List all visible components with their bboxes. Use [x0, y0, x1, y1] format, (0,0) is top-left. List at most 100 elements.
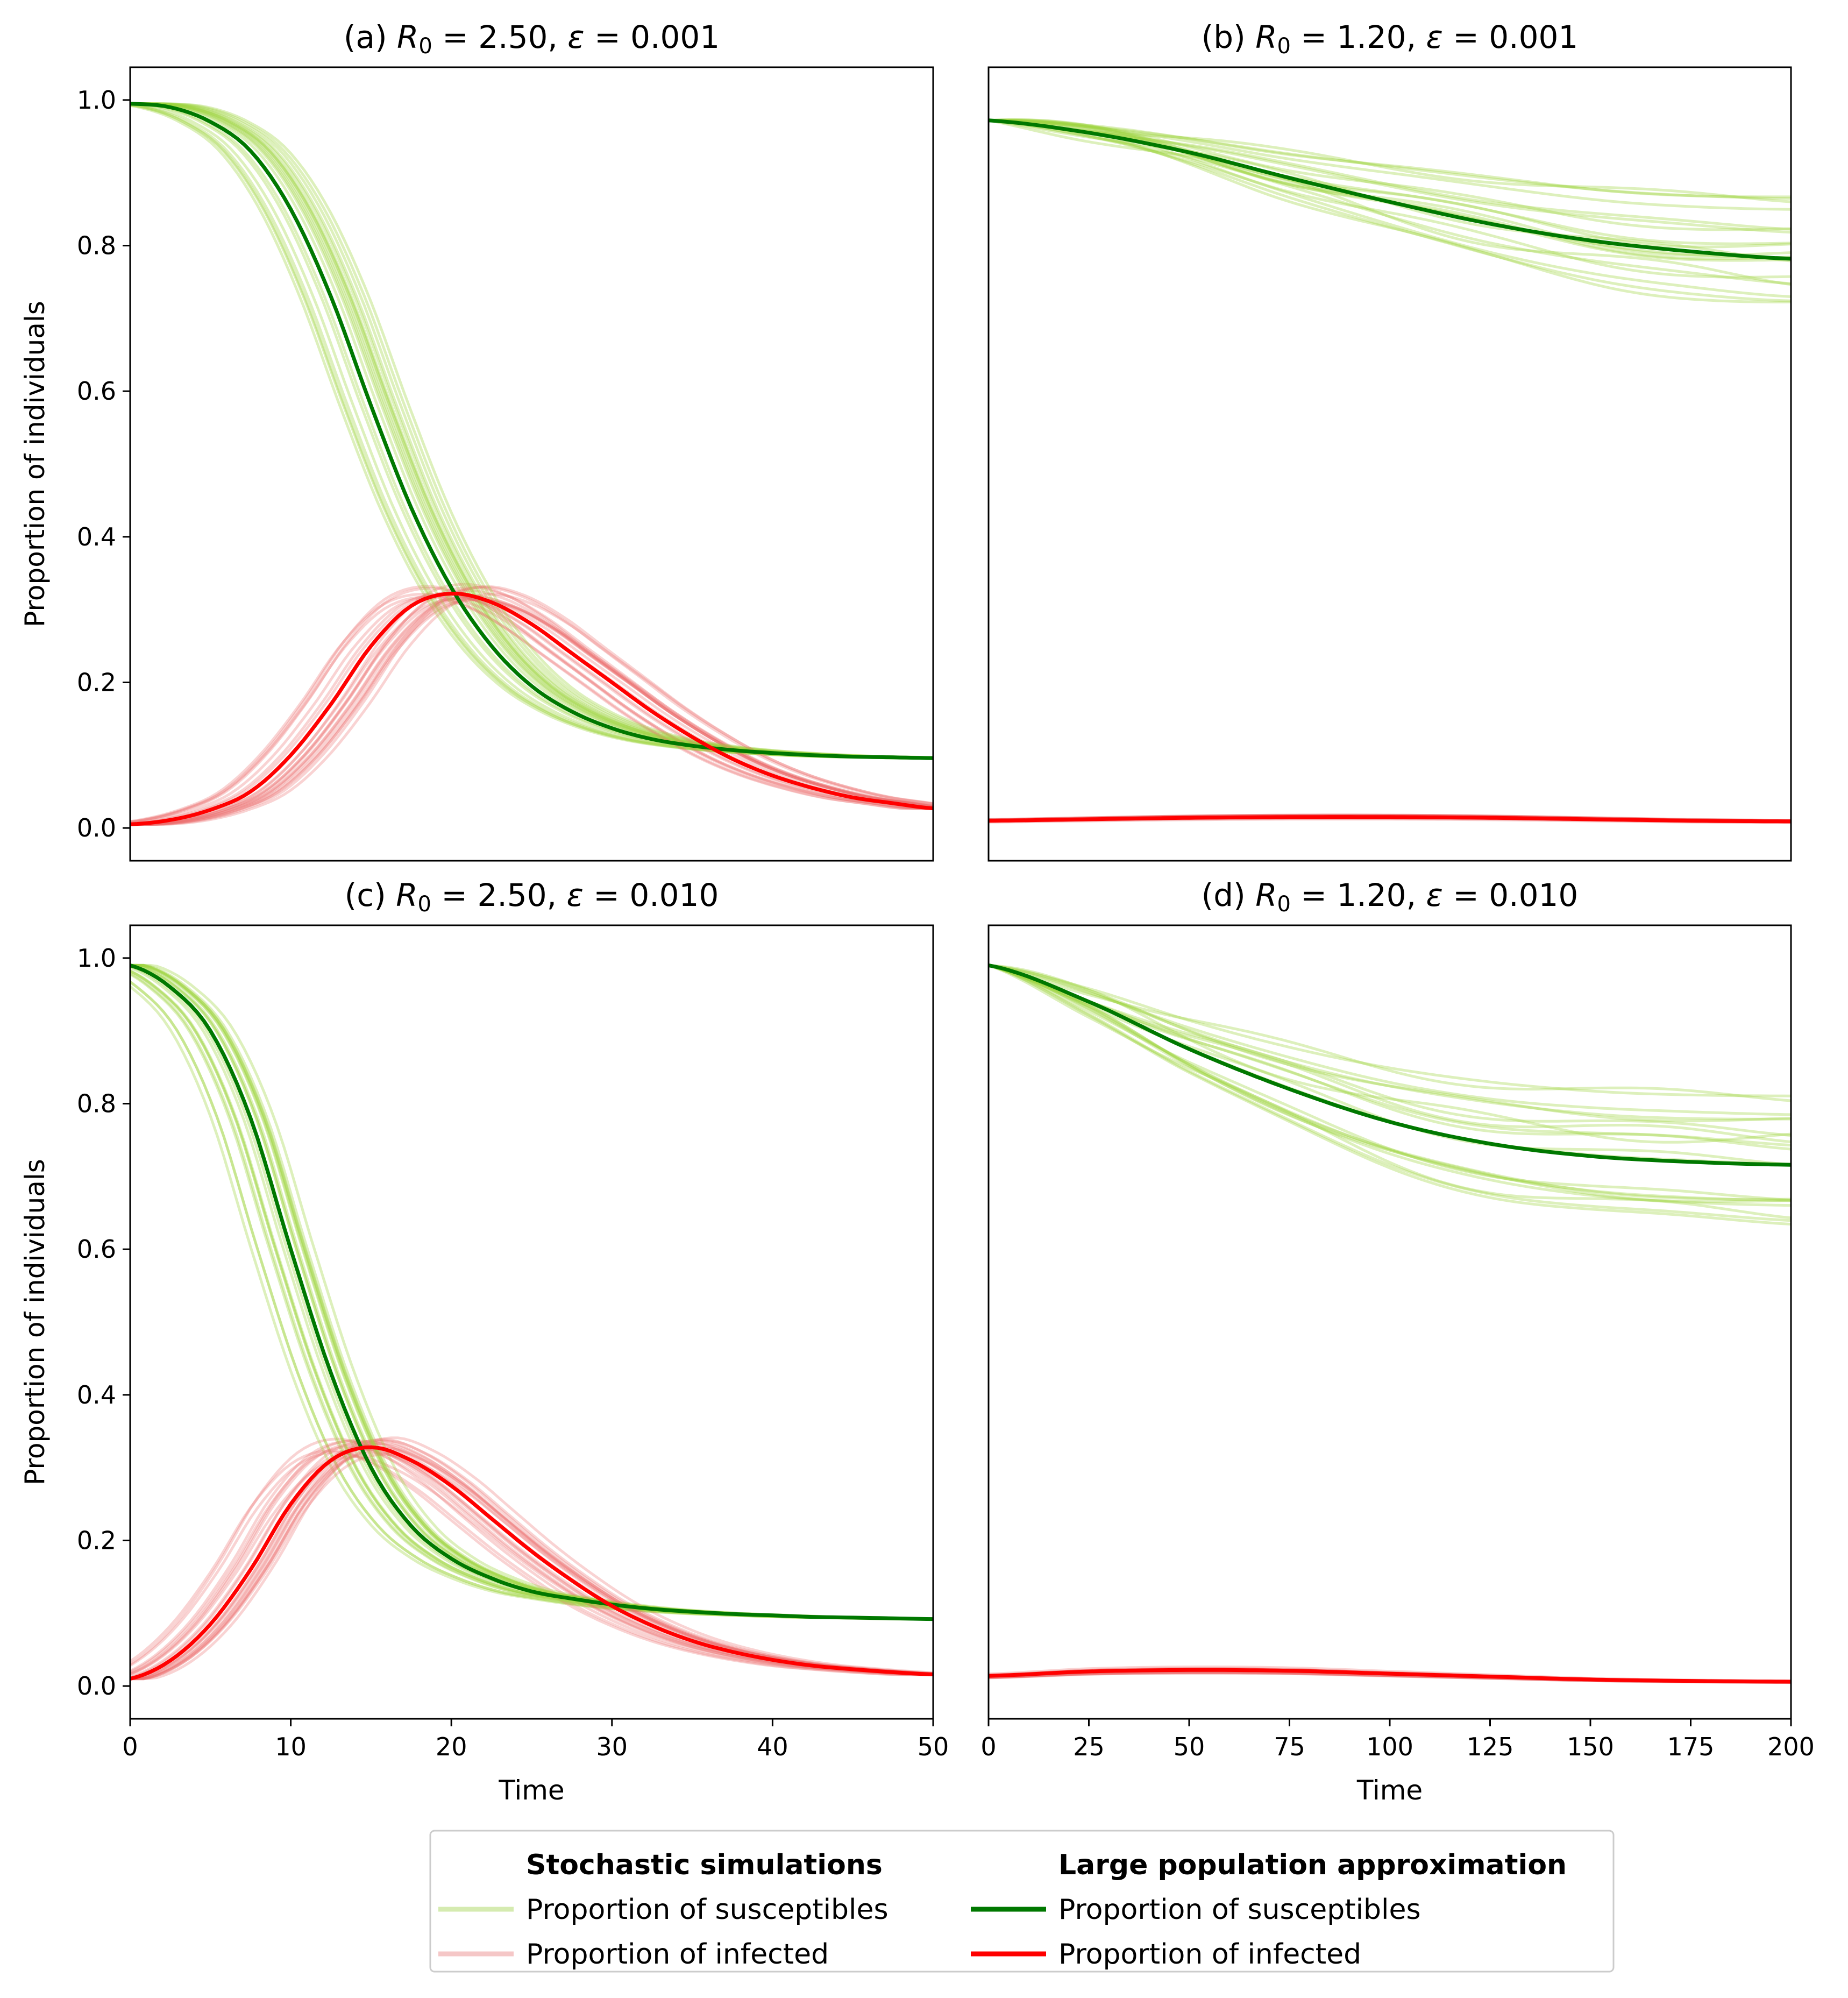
panel-c-stochastic-infected-run [130, 1440, 933, 1676]
panel-c-xtick-label: 0 [122, 1732, 138, 1761]
panel-c-stochastic-infected-run [130, 1447, 933, 1681]
panel-b-title: (b) R0 = 1.20, ε = 0.001 [1202, 19, 1579, 59]
panel-b-stochastic-susceptible-run [989, 119, 1791, 245]
panel-b-stochastic-susceptible-run [989, 119, 1791, 298]
panel-b-stochastic-susceptible-run [989, 119, 1791, 303]
panel-d-stochastic-susceptible-run [989, 963, 1791, 1203]
panel-d-stochastic-susceptible-run [989, 964, 1791, 1220]
panel-d-title-title-prefix: (d) [1202, 877, 1256, 913]
legend-approximation-heading: Large population approximation [1058, 1849, 1567, 1881]
panel-c-series-infected-line [130, 1445, 933, 1681]
panel-b-title-title-r0-value: = 1.20, [1291, 19, 1426, 55]
panel-d-series-infected-line [989, 1668, 1791, 1684]
panel-c-stochastic-infected-run [130, 1446, 933, 1681]
panel-c-series-susceptible-line [130, 963, 933, 1621]
panel-a-title-title-r0: R [397, 19, 418, 55]
panel-d-stochastic-susceptible-run [989, 963, 1791, 1147]
panel-a-stochastic-infected-run [130, 583, 933, 826]
panel-a-series-susceptible-line [130, 102, 933, 760]
panel-d-stochastic-susceptible-run [989, 963, 1791, 1116]
panel-c-axes-frame [129, 924, 934, 1720]
panel-b-stochastic-susceptible-run [989, 119, 1791, 231]
panel-a-title-title-eps-value: = 0.001 [585, 19, 720, 55]
panel-b-plot-area [989, 118, 1791, 824]
panel-d-title-title-r0: R [1255, 877, 1277, 913]
panel-c-plot-area [130, 963, 933, 1681]
panel-c-stochastic-infected-run [130, 1455, 933, 1676]
panel-a-stochastic-infected-run [130, 586, 933, 824]
panel-b-stochastic-susceptible-run [989, 119, 1791, 234]
panel-a-title-title-eps: ε [567, 19, 584, 55]
panel-a-stochastic-infected-run [130, 597, 933, 826]
panel-a-stochastic-infected-run [130, 595, 933, 826]
panel-a-plot-area [130, 102, 933, 826]
panel-b-title-title-prefix: (b) [1202, 19, 1256, 55]
panel-c-stochastic-infected-run [130, 1437, 933, 1680]
panel-d-xtick-label: 150 [1567, 1732, 1614, 1761]
panel-c-title-title-eps-value: = 0.010 [584, 877, 719, 913]
panel-c-xlabel: Time [498, 1775, 564, 1806]
panel-a-stochastic-infected-run [130, 586, 933, 826]
panel-b-stochastic-susceptible-run [989, 119, 1791, 199]
panel-a-stochastic-infected-run [130, 593, 933, 826]
panel-b-series-susceptible-line [989, 118, 1791, 261]
panel-c-title-title-prefix: (c) [345, 877, 396, 913]
panel-d-xtick-label: 175 [1667, 1732, 1715, 1761]
panel-b-title-title-r0-sub: 0 [1277, 34, 1291, 59]
panel-a-stochastic-infected-run [130, 589, 933, 826]
panel-c-stochastic-infected-run [130, 1440, 933, 1680]
panel-a-axes-frame [129, 66, 934, 862]
legend-approximation-susceptible-label: Proportion of susceptibles [1058, 1894, 1421, 1926]
panel-d-title-title-eps-value: = 0.010 [1443, 877, 1579, 913]
panel-c-stochastic-infected-run [130, 1436, 933, 1680]
panel-d-stochastic-susceptible-run [989, 963, 1791, 1202]
panel-a-title: (a) R0 = 2.50, ε = 0.001 [344, 19, 720, 59]
panel-c: 0.0 0.2 0.4 0.6 0.8 1.0 0 10 20 30 40 50 Time Proport… [19, 877, 949, 1806]
panel-d-stochastic-susceptible-run [989, 964, 1791, 1222]
panel-c-ytick-label: 0.8 [77, 1089, 116, 1118]
panel-c-xtick-label: 30 [596, 1732, 628, 1761]
panel-d-title: (d) R0 = 1.20, ε = 0.010 [1202, 877, 1579, 917]
panel-a-title-title-r0-value: = 2.50, [432, 19, 567, 55]
panel-d-stochastic-susceptible-run [989, 963, 1791, 1137]
panel-b: (b) R0 = 1.20, ε = 0.001 [987, 19, 1792, 862]
panel-d-title-title-r0-value: = 1.20, [1291, 877, 1426, 913]
panel-a: 0.0 0.2 0.4 0.6 0.8 1.0 Proportion of individu… [19, 19, 934, 862]
panel-a-title-title-r0-sub: 0 [418, 34, 432, 59]
panel-a-ytick-label: 0.0 [77, 813, 116, 842]
panel-d-xtick-label: 200 [1767, 1732, 1815, 1761]
panel-d-stochastic-susceptible-run [989, 964, 1791, 1226]
legend-stochastic-heading: Stochastic simulations [526, 1849, 883, 1881]
panel-d-xtick-label: 50 [1174, 1732, 1205, 1761]
panel-a-series-infected-line [130, 591, 933, 826]
panel-c-stochastic-infected-run [130, 1445, 933, 1676]
panel-c-title: (c) R0 = 2.50, ε = 0.010 [345, 877, 719, 917]
panel-d-stochastic-susceptible-run [989, 963, 1791, 1123]
panel-a-stochastic-infected-run [130, 596, 933, 824]
panel-c-ylabel: Proportion of individuals [19, 1159, 51, 1485]
panel-b-stochastic-susceptible-run [989, 119, 1791, 203]
panel-d-xtick-label: 75 [1274, 1732, 1305, 1761]
panel-a-stochastic-infected-run [130, 598, 933, 826]
panel-a-stochastic-infected-run [130, 592, 933, 826]
panel-c-stochastic-infected-run [130, 1449, 933, 1676]
panel-c-xtick-label: 50 [918, 1732, 949, 1761]
panel-d-stochastic-susceptible-run [989, 963, 1791, 1097]
panel-c-ytick-label: 0.2 [77, 1526, 116, 1555]
panel-c-ytick-label: 1.0 [77, 944, 116, 973]
panel-c-ytick-label: 0.4 [77, 1380, 116, 1409]
panel-a-stochastic-infected-run [130, 592, 933, 825]
panel-c-xtick-label: 20 [436, 1732, 467, 1761]
panel-a-ytick-label: 0.6 [77, 377, 116, 406]
panel-c-title-title-r0-value: = 2.50, [431, 877, 566, 913]
panel-a-stochastic-infected-run [130, 585, 933, 824]
panel-b-title-title-r0: R [1255, 19, 1277, 55]
panel-c-title-title-r0-sub: 0 [418, 892, 431, 917]
legend: Stochastic simulations Large population … [429, 1830, 1615, 1973]
panel-a-ytick-label: 0.2 [77, 668, 116, 697]
panel-c-title-title-r0: R [396, 877, 417, 913]
panel-a-stochastic-susceptible-run [130, 102, 933, 759]
panel-d-stochastic-susceptible-run [989, 963, 1791, 1144]
